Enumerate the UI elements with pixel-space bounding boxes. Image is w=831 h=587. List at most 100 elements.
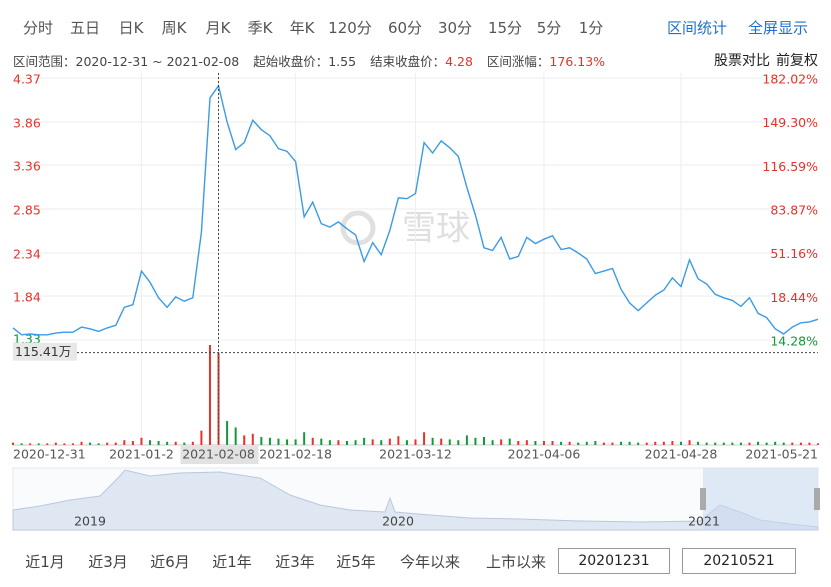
volume-bar: [654, 441, 657, 445]
y-tick-label: 2.34: [13, 246, 41, 261]
tab[interactable]: 5分: [536, 19, 562, 37]
options: 股票对比 前复权: [708, 50, 818, 70]
volume-bar: [251, 433, 254, 445]
volume-bar: [277, 438, 280, 445]
tab[interactable]: 1分: [578, 19, 604, 37]
x-tick-label: 2021-02-08: [182, 447, 255, 462]
volume-bar: [688, 440, 691, 445]
link[interactable]: 区间统计: [666, 19, 728, 37]
y-tick-label: 1.84: [13, 290, 41, 305]
y2-tick-label: 14.28%: [770, 334, 818, 349]
volume-bar: [774, 441, 777, 445]
volume-bar: [679, 441, 682, 445]
volume-bar: [174, 441, 177, 445]
label: 区间范围：: [13, 54, 76, 69]
volume-bar: [131, 441, 134, 445]
range-button[interactable]: 上市以来: [485, 553, 547, 571]
volume-bar: [500, 439, 503, 445]
volume-bar: [448, 439, 451, 445]
volume-bar: [311, 437, 314, 445]
range-button[interactable]: 近6月: [150, 553, 190, 571]
tab[interactable]: 60分: [387, 19, 423, 37]
x-tick-label: 2021-04-28: [645, 447, 718, 462]
volume-bar: [431, 437, 434, 445]
range-button[interactable]: 近1月: [25, 553, 65, 571]
tab[interactable]: 年K: [289, 19, 315, 37]
label: 起始收盘价：: [253, 54, 329, 69]
volume-bar: [705, 442, 708, 445]
range-button[interactable]: 近3月: [88, 553, 128, 571]
range-button[interactable]: 近5年: [336, 553, 376, 571]
volume-bar: [799, 442, 802, 445]
date-input[interactable]: 20201231: [558, 548, 670, 574]
x-tick-label: 2021-04-06: [508, 447, 581, 462]
range-button[interactable]: 今年以来: [399, 553, 461, 571]
range-button[interactable]: 近1年: [212, 553, 252, 571]
option[interactable]: 前复权: [776, 53, 818, 69]
volume-bar: [166, 441, 169, 445]
volume-bar: [200, 430, 203, 445]
navigator-year: 2019: [74, 514, 106, 529]
volume-bar: [525, 440, 528, 445]
volume-bar: [491, 440, 494, 445]
x-tick-label: 2021-02-18: [259, 447, 332, 462]
tab[interactable]: 周K: [161, 19, 187, 37]
volume-bar: [739, 442, 742, 445]
y-tick-label: 2.85: [13, 203, 41, 218]
volume-bar: [388, 438, 391, 445]
volume-bar: [542, 441, 545, 445]
value: 1.55: [328, 54, 357, 69]
volume-bar: [782, 442, 785, 445]
volume-bar: [731, 442, 734, 445]
y-tick-label: 3.86: [13, 115, 41, 130]
volume-bar: [611, 442, 614, 445]
volume-bar: [662, 441, 665, 445]
volume-bar: [483, 437, 486, 445]
value: 176.13%: [549, 54, 606, 69]
label: 区间涨幅：: [486, 54, 550, 69]
price-line: [12, 84, 819, 336]
link[interactable]: 全屏显示: [747, 19, 809, 37]
tab[interactable]: 120分: [328, 19, 372, 37]
crosshair-label: 115.41万: [15, 344, 71, 359]
volume-bar: [508, 438, 511, 445]
range-button[interactable]: 近3年: [275, 553, 315, 571]
tab[interactable]: 月K: [205, 19, 231, 37]
volume-bar: [106, 442, 109, 445]
volume-bar: [474, 437, 477, 445]
volume-bar: [20, 443, 23, 445]
volume-bar: [114, 442, 117, 445]
volume-bar: [714, 442, 717, 445]
volume-bar: [363, 437, 366, 445]
volume-bar: [29, 443, 32, 445]
navigator-window[interactable]: [703, 468, 818, 530]
volume-bar: [748, 442, 751, 445]
navigator-handle[interactable]: [814, 488, 820, 510]
tab[interactable]: 15分: [487, 19, 523, 37]
volume-bar: [722, 442, 725, 445]
volume-bar: [671, 441, 674, 445]
navigator-handle[interactable]: [700, 488, 706, 510]
tab[interactable]: 季K: [247, 19, 273, 37]
volume-bar: [414, 439, 417, 445]
date-input[interactable]: 20210521: [682, 548, 796, 574]
volume-bar: [423, 432, 426, 445]
tab[interactable]: 日K: [118, 19, 144, 37]
volume-bar: [371, 439, 374, 445]
tab[interactable]: 五日: [69, 19, 101, 37]
x-tick-label: 2020-12-31: [13, 447, 86, 462]
y2-tick-label: 116.59%: [762, 159, 818, 174]
volume-bar: [517, 441, 520, 445]
tab[interactable]: 30分: [437, 19, 473, 37]
volume-bar: [149, 440, 152, 445]
volume-bar: [645, 442, 648, 445]
volume-bar: [405, 440, 408, 445]
volume-bar: [183, 442, 186, 445]
y2-tick-label: 18.44%: [770, 290, 818, 305]
tab[interactable]: 分时: [22, 19, 54, 37]
y2-tick-label: 83.87%: [770, 203, 818, 218]
option[interactable]: 股票对比: [714, 53, 770, 69]
volume-bar: [12, 442, 14, 445]
